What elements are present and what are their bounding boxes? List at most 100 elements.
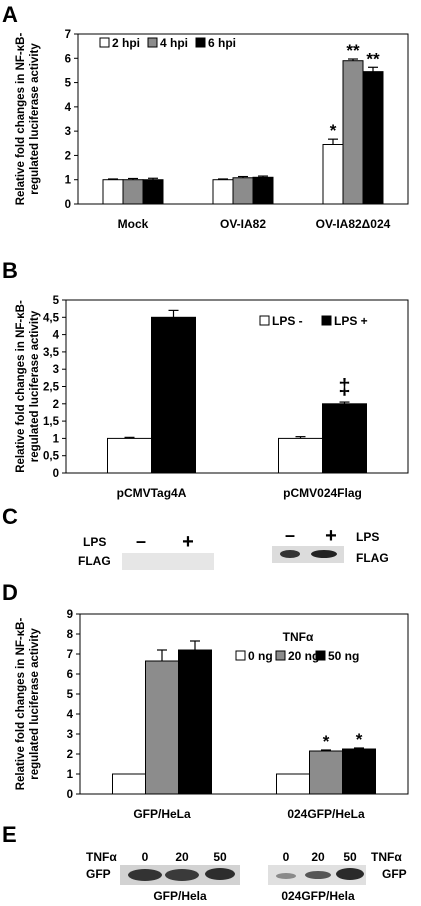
y-tick-label-a-0: 0 — [65, 199, 71, 211]
blot-e-left-dose-20: 20 — [175, 850, 189, 864]
legend-label-a-1: 4 hpi — [160, 36, 188, 50]
y-tick-label-b-1: 0,5 — [43, 451, 60, 463]
y-tick-label-b-6: 3 — [53, 364, 59, 376]
bar-d-0-1 — [145, 660, 179, 795]
y-tick-label-a-7: 7 — [65, 29, 71, 41]
y-tick-label-d-6: 6 — [67, 669, 73, 681]
bar-a-1-1 — [232, 177, 254, 205]
y-tick-label-b-2: 1 — [53, 433, 60, 445]
y-tick-label-d-8: 8 — [67, 629, 74, 641]
blot-e-left-band-2 — [165, 869, 199, 881]
blot-c-left-condition: LPS — [83, 535, 106, 549]
panel-label-e: E — [2, 822, 17, 847]
chart-d: 0 1 2 3 4 5 6 7 8 9 Relative fold changes in NF-κB… — [15, 609, 409, 821]
bar-d-0-2 — [178, 649, 212, 795]
annotation-a-1: ** — [346, 41, 360, 60]
y-tick-label-d-1: 1 — [67, 769, 74, 781]
blot-e-right-band-3 — [336, 868, 364, 880]
y-tick-label-b-7: 3,5 — [43, 347, 60, 359]
blot-e-right-dose-0: 0 — [283, 850, 290, 864]
legend-title-d: TNFα — [283, 630, 314, 644]
category-label-a-1: OV-IA82 — [220, 217, 266, 231]
legend-swatch-a-2 — [195, 37, 206, 48]
y-axis-title-a: Relative fold changes in NF-κB-regulated… — [15, 33, 41, 206]
blot-e-left-caption: GFP/Hela — [153, 889, 207, 903]
legend-swatch-d-2 — [315, 650, 326, 661]
blot-c-left-band-label: FLAG — [78, 554, 111, 568]
blot-e-right-band-label: GFP — [382, 867, 407, 881]
bar-a-1-2 — [252, 176, 274, 205]
legend-swatch-d-0 — [235, 650, 246, 661]
legend-label-d-0: 0 ng — [248, 649, 273, 663]
chart-b: 0 0,5 1 1,5 2 2,5 3 3,5 4 4,5 5 Relative fold chang… — [15, 295, 409, 500]
blot-c-right-condition: LPS — [356, 530, 379, 544]
blot-e-left-band-label: GFP — [86, 867, 111, 881]
blot-e-left-condition: TNFα — [86, 850, 117, 864]
y-tick-label-a-4: 4 — [65, 102, 72, 114]
y-tick-label-a-5: 5 — [65, 78, 72, 90]
blot-e-left-dose-0: 0 — [142, 850, 149, 864]
y-axis-title-d: Relative fold changes in NF-κB-regulated… — [15, 618, 41, 791]
bar-a-0-0 — [102, 179, 124, 205]
legend-swatch-b-0 — [259, 315, 270, 326]
y-tick-label-a-1: 1 — [65, 175, 72, 187]
legend-label-d-2: 50 ng — [328, 649, 359, 663]
y-tick-label-d-2: 2 — [67, 749, 73, 761]
bar-d-1-1 — [309, 750, 343, 795]
legend-label-a-0: 2 hpi — [112, 36, 140, 50]
y-tick-label-d-5: 5 — [67, 689, 74, 701]
plot-area-d — [79, 613, 409, 795]
bar-b-0-1 — [151, 316, 196, 474]
legend-label-a-2: 6 hpi — [208, 36, 236, 50]
blot-e-left-band-1 — [128, 869, 162, 881]
annotation-d-1: * — [356, 730, 363, 749]
y-tick-label-d-3: 3 — [67, 729, 73, 741]
panel-label-d: D — [2, 580, 18, 605]
annotation-d-0: * — [323, 732, 330, 751]
blot-e-right-band-2 — [305, 871, 331, 879]
category-label-b-0: pCMVTag4A — [117, 486, 187, 500]
blot-c-right-minus: – — [285, 525, 295, 545]
y-tick-label-b-9: 4,5 — [43, 312, 60, 324]
bar-b-0-0 — [107, 437, 152, 474]
blot-e-right-dose-20: 20 — [311, 850, 325, 864]
category-label-a-2: OV-IA82Δ024 — [316, 217, 391, 231]
bar-a-2-1 — [342, 60, 364, 205]
annotation-a-2: ** — [366, 49, 380, 68]
bar-d-1-2 — [342, 748, 376, 795]
blot-e-right-condition: TNFα — [371, 850, 402, 864]
panel-label-b: B — [2, 258, 18, 283]
y-tick-label-a-6: 6 — [65, 53, 71, 65]
y-tick-label-b-8: 4 — [53, 330, 60, 342]
bar-a-2-0 — [322, 144, 344, 205]
y-tick-label-b-0: 0 — [53, 468, 59, 480]
annotation-b-0: ‡ — [338, 374, 350, 399]
legend-label-d-1: 20 ng — [288, 649, 319, 663]
blot-c-right-band-1 — [280, 550, 300, 558]
bar-a-0-2 — [142, 179, 164, 205]
legend-label-b-0: LPS - — [272, 314, 303, 328]
western-blot-e: TNFα 0 20 50 GFP GFP/Hela 0 20 50 TNFα G… — [86, 850, 407, 903]
y-tick-label-d-9: 9 — [67, 609, 73, 621]
chart-a: 0 1 2 3 4 5 6 7 Relative fold changes in NF-κB-r… — [15, 29, 409, 231]
y-tick-label-b-3: 1,5 — [43, 416, 60, 428]
y-tick-label-d-7: 7 — [67, 649, 73, 661]
blot-e-left-dose-50: 50 — [213, 850, 227, 864]
annotation-a-0: * — [330, 121, 337, 140]
blot-c-right-band-label: FLAG — [356, 551, 389, 565]
legend-swatch-d-1 — [275, 650, 286, 661]
category-label-a-0: Mock — [118, 217, 149, 231]
bar-b-1-1 — [322, 403, 367, 474]
bar-a-1-0 — [212, 179, 234, 205]
category-label-d-0: GFP/HeLa — [133, 807, 191, 821]
category-label-b-1: pCMV024Flag — [283, 486, 362, 500]
blot-c-left-membrane — [122, 553, 214, 570]
blot-e-right-caption: 024GFP/Hela — [281, 889, 355, 903]
bar-d-0-0 — [112, 773, 146, 795]
blot-c-left-plus: + — [182, 531, 194, 553]
y-tick-label-d-0: 0 — [67, 789, 73, 801]
legend-label-b-1: LPS + — [334, 314, 368, 328]
bar-b-1-0 — [278, 437, 323, 474]
y-tick-label-d-4: 4 — [67, 709, 74, 721]
category-label-d-1: 024GFP/HeLa — [287, 807, 365, 821]
